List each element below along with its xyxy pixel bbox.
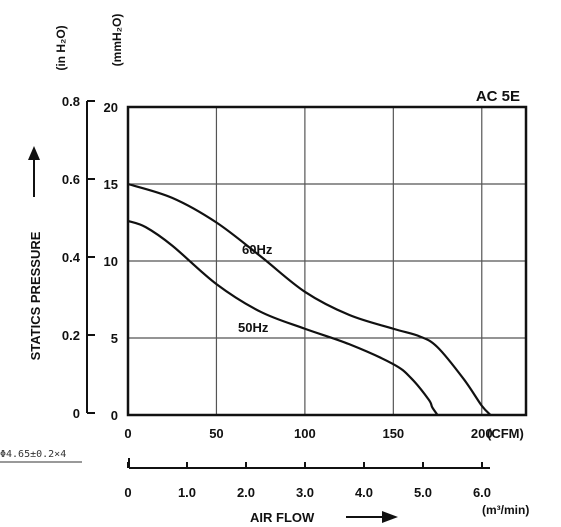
x-secondary-tick-label: 3.0 [296,485,314,500]
y-secondary-ticks: 0 0.2 0.4 0.6 0.8 [62,94,95,421]
x-primary-unit: (CFM) [487,426,524,441]
y-primary-unit: (mmH₂O) [110,14,124,67]
x-secondary-tick-label: 4.0 [355,485,373,500]
y-tick-label: 15 [104,177,118,192]
grid-lines [127,106,526,416]
series-line-50hz [127,219,439,416]
x-tick-label: 0 [124,426,131,441]
y-tick-label: 20 [104,100,118,115]
x-secondary-tick-label: 1.0 [178,485,196,500]
chart-title: AC 5E [476,88,520,105]
x-primary-ticks: 0 50 100 150 200 [124,426,492,441]
y-axis-label: STATICS PRESSURE [28,231,43,360]
x-axis-arrow [346,511,398,523]
x-axis-label: AIR FLOW [250,510,315,525]
series-label-50hz: 50Hz [238,320,269,335]
x-tick-label: 200 [471,426,493,441]
margin-note: Φ4.65±0.2×4 [0,449,66,460]
y-tick-label: 5 [111,331,118,346]
y-tick-label: 10 [104,254,118,269]
series-group: 60Hz 50Hz [127,182,492,416]
y-axis-arrow [28,146,40,197]
y-secondary-tick-label: 0.2 [62,328,80,343]
x-tick-label: 50 [209,426,223,441]
y-secondary-tick-label: 0.8 [62,94,80,109]
y-secondary-tick-label: 0.6 [62,172,80,187]
y-tick-label: 0 [111,408,118,423]
y-primary-ticks: 0 5 10 15 20 [104,100,118,423]
y-secondary-tick-label: 0 [73,406,80,421]
x-tick-label: 100 [294,426,316,441]
x-secondary-tick-label: 6.0 [473,485,491,500]
x-secondary-ticks: 0 1.0 2.0 3.0 4.0 5.0 6.0 [124,462,491,500]
series-label-60hz: 60Hz [242,242,273,257]
x-tick-label: 150 [382,426,404,441]
x-secondary-tick-label: 5.0 [414,485,432,500]
y-secondary-unit: (in H₂O) [54,25,68,70]
x-secondary-tick-label: 2.0 [237,485,255,500]
y-secondary-tick-label: 0.4 [62,250,81,265]
plot-frame [126,105,528,417]
x-secondary-unit: (m³/min) [482,503,529,517]
series-line-60hz [127,182,492,416]
x-secondary-axis-line [128,458,490,469]
x-secondary-tick-label: 0 [124,485,131,500]
